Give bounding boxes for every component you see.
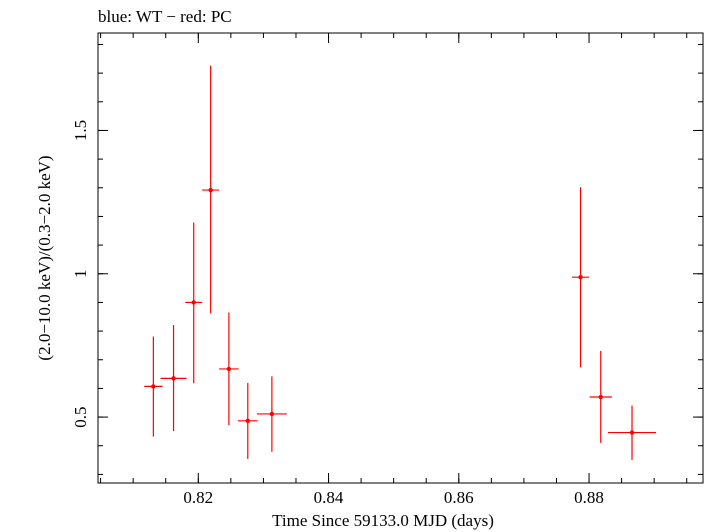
x-tick-labels: 0.82 0.84 0.86 0.88 bbox=[183, 488, 603, 507]
y-tick-labels: 0.5 1 1.5 bbox=[71, 120, 90, 428]
y-tick-label: 1 bbox=[71, 270, 90, 279]
data-point bbox=[185, 222, 203, 384]
y-axis-title: (2.0−10.0 keV)/(0.3−2.0 keV) bbox=[35, 155, 54, 360]
x-axis-title: Time Since 59133.0 MJD (days) bbox=[272, 511, 494, 530]
data-point bbox=[589, 350, 612, 443]
data-point bbox=[160, 325, 187, 432]
data-marker bbox=[245, 418, 250, 424]
data-point bbox=[572, 187, 590, 368]
y-tick-label: 1.5 bbox=[71, 120, 90, 141]
x-tick-label: 0.86 bbox=[444, 488, 474, 507]
data-marker bbox=[629, 430, 635, 435]
plot-frame bbox=[97, 32, 704, 484]
data-marker bbox=[208, 187, 213, 193]
data-marker bbox=[191, 300, 196, 305]
data-marker bbox=[269, 411, 275, 417]
data-marker bbox=[578, 275, 583, 280]
data-marker bbox=[151, 384, 156, 389]
data-point bbox=[256, 376, 287, 452]
data-points bbox=[144, 65, 657, 461]
data-marker bbox=[226, 366, 232, 372]
axis-ticks bbox=[98, 33, 703, 483]
x-tick-label: 0.88 bbox=[574, 488, 604, 507]
data-point bbox=[607, 405, 657, 461]
chart-title: blue: WT − red: PC bbox=[98, 7, 232, 26]
data-point bbox=[219, 312, 239, 426]
y-tick-label: 0.5 bbox=[71, 406, 90, 427]
data-point bbox=[238, 382, 258, 459]
data-point bbox=[202, 65, 220, 314]
data-marker bbox=[171, 376, 176, 381]
data-marker bbox=[598, 394, 603, 400]
x-tick-label: 0.84 bbox=[314, 488, 344, 507]
data-point bbox=[144, 336, 163, 437]
x-tick-label: 0.82 bbox=[183, 488, 213, 507]
